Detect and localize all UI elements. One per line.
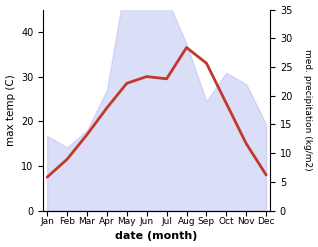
Y-axis label: med. precipitation (kg/m2): med. precipitation (kg/m2): [303, 49, 313, 171]
Y-axis label: max temp (C): max temp (C): [5, 74, 16, 146]
X-axis label: date (month): date (month): [115, 231, 198, 242]
